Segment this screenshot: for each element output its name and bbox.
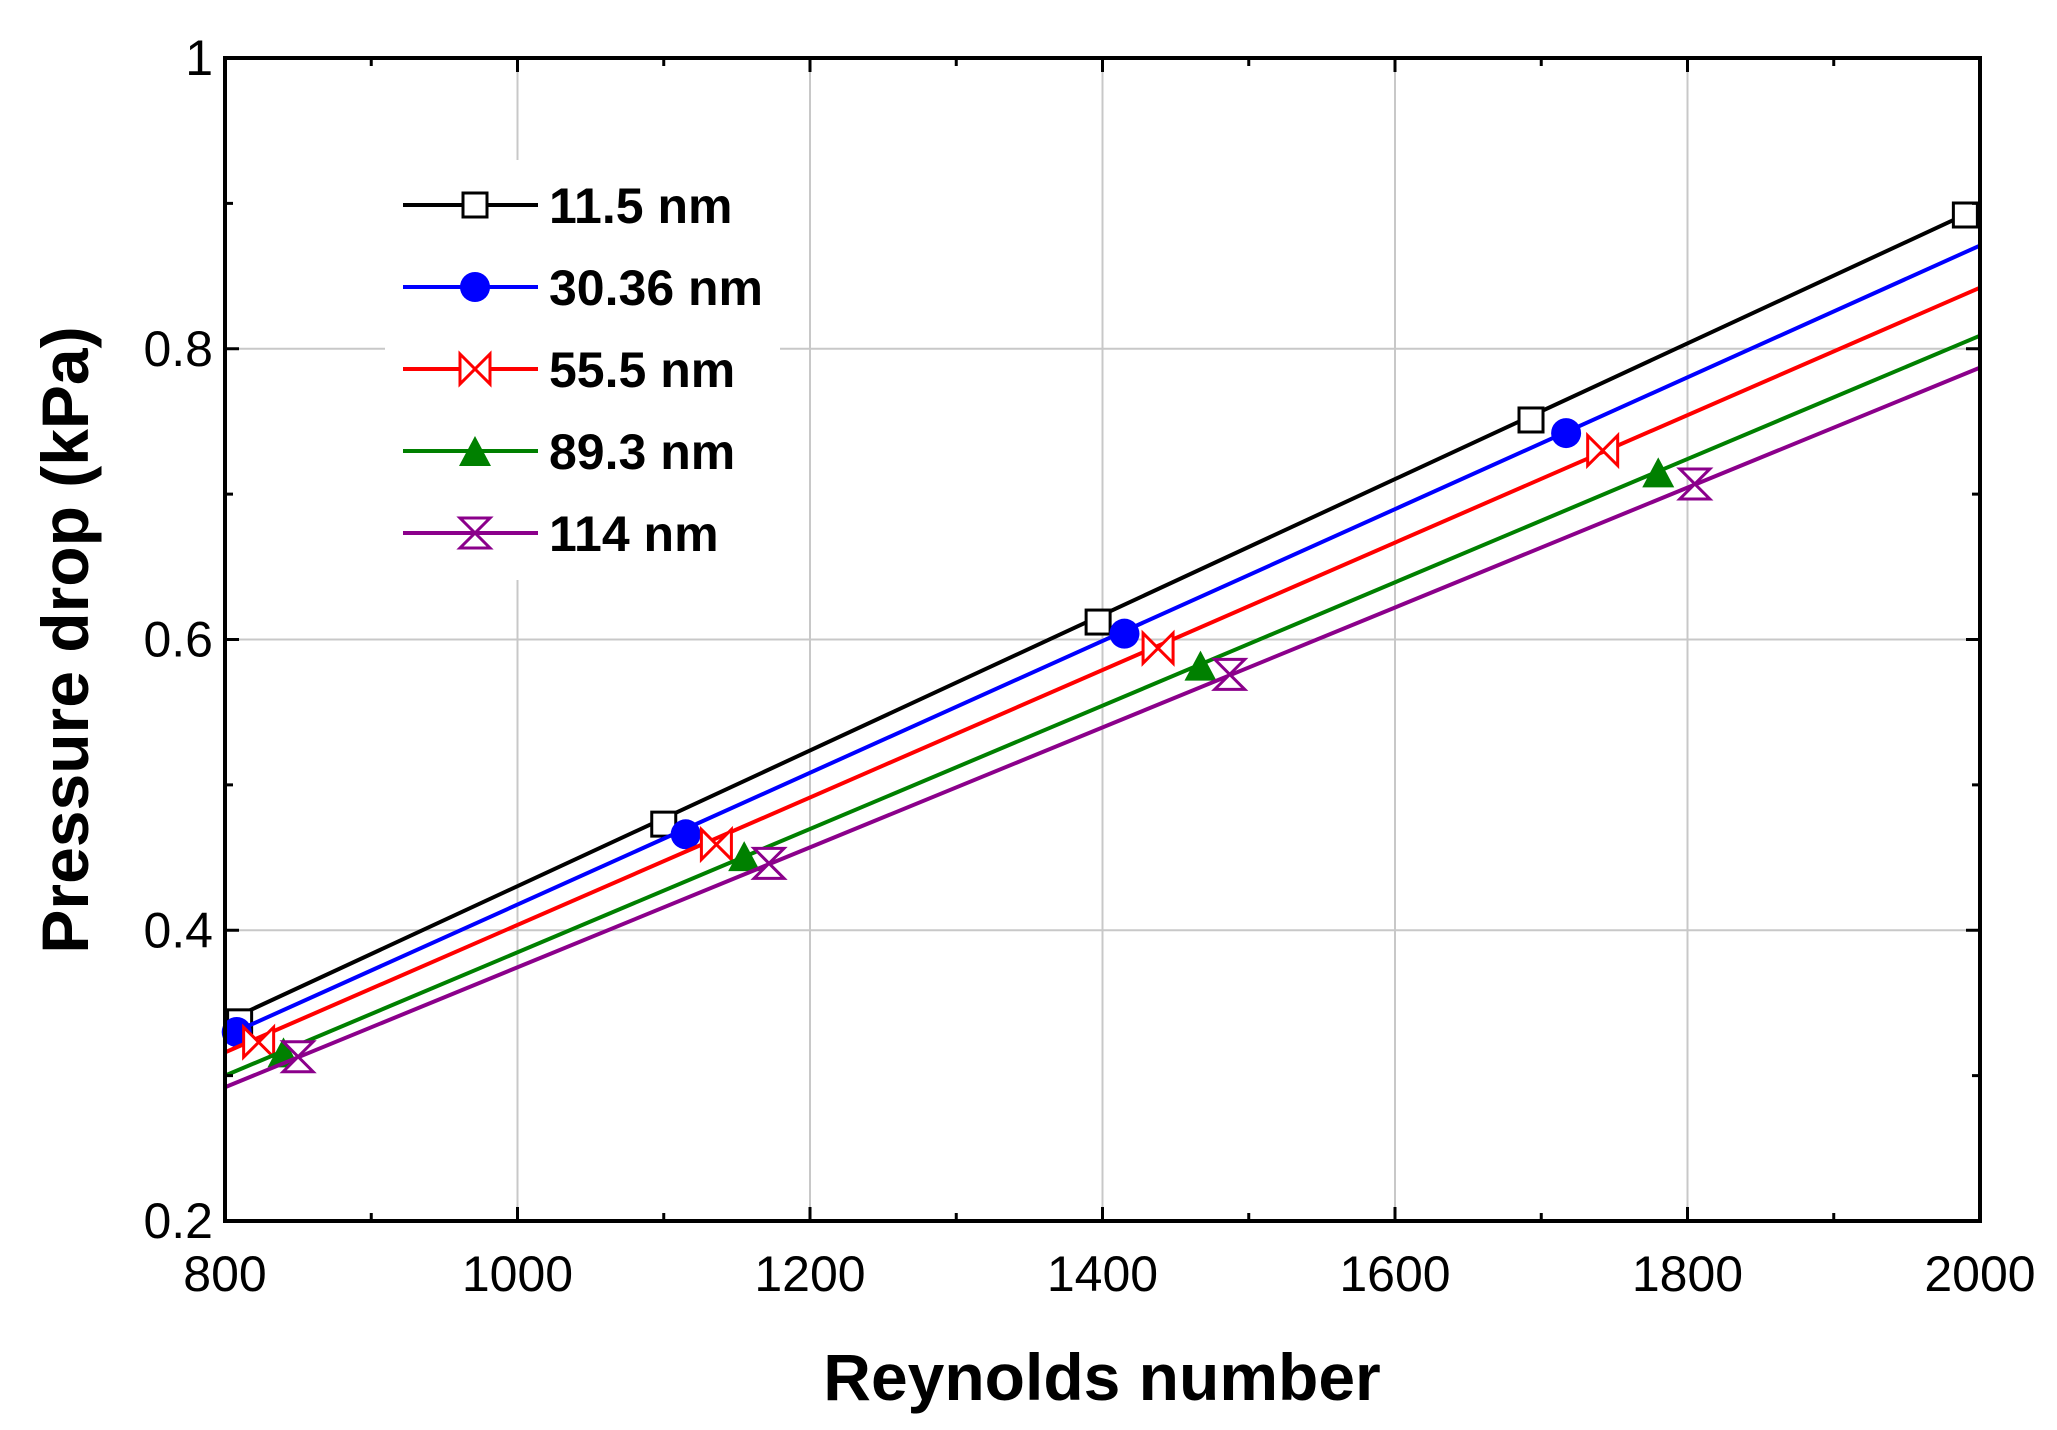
series-line [224, 333, 1981, 1078]
data-point [1676, 467, 1714, 501]
data-point [242, 1023, 276, 1061]
data-point [1642, 457, 1675, 488]
x-tick-label: 1200 [754, 1246, 865, 1302]
legend-entry: 30.36 nm [403, 260, 763, 316]
y-tick-label: 0.4 [143, 902, 213, 958]
data-point [670, 819, 701, 850]
legend-entry: 11.5 nm [403, 178, 732, 234]
legend-label: 55.5 nm [549, 342, 735, 398]
legend-marker [459, 436, 491, 466]
data-point [728, 841, 761, 872]
legend-marker [461, 191, 489, 219]
legend-marker [456, 516, 494, 550]
data-point [750, 846, 788, 880]
legend-label: 11.5 nm [549, 178, 732, 234]
data-point [1141, 629, 1175, 667]
x-tick-label: 800 [183, 1246, 266, 1302]
data-point [1211, 657, 1249, 691]
legend-marker [458, 350, 492, 388]
data-point [1184, 650, 1217, 681]
y-tick-label: 1 [185, 30, 213, 86]
series-line [224, 243, 1981, 1039]
x-tick-label: 1000 [462, 1246, 573, 1302]
legend-label: 89.3 nm [549, 424, 735, 480]
legend-label: 114 nm [549, 506, 719, 562]
axis-ticks [223, 56, 1982, 1223]
tick-labels: 800 1000 1200 1400 1600 1800 2000 0.2 0.4 0.6 0.8 1 [143, 30, 2035, 1302]
y-tick-label: 0.6 [143, 612, 213, 668]
y-tick-label: 0.2 [143, 1193, 213, 1249]
series-layer [221, 201, 1981, 1090]
data-point [699, 825, 733, 864]
data-point [1084, 608, 1112, 636]
series-line [224, 285, 1981, 1055]
legend-entry: 55.5 nm [403, 342, 735, 398]
data-point [1109, 618, 1140, 649]
data-point [1551, 418, 1582, 449]
data-point [1951, 201, 1979, 229]
x-tick-label: 1600 [1339, 1246, 1450, 1302]
legend-entry: 114 nm [403, 506, 719, 562]
legend-marker [460, 272, 490, 302]
series-5 [224, 365, 1981, 1090]
data-point [1517, 406, 1545, 434]
data-point [279, 1040, 317, 1074]
y-axis-title: Pressure drop (kPa) [28, 326, 102, 953]
series-line [224, 365, 1981, 1090]
data-point [1586, 431, 1620, 470]
legend-entry: 89.3 nm [403, 424, 735, 480]
x-tick-label: 1800 [1632, 1246, 1743, 1302]
x-axis-title: Reynolds number [823, 1340, 1380, 1414]
x-tick-label: 1400 [1047, 1246, 1158, 1302]
series-1 [224, 201, 1981, 1036]
y-tick-label: 0.8 [143, 321, 213, 377]
series-2 [221, 243, 1981, 1048]
x-tick-label: 2000 [1924, 1246, 2035, 1302]
legend: 11.5 nm 30.36 nm 55.5 nm 89.3 nm 114 nm [385, 160, 780, 580]
series-3 [224, 285, 1981, 1061]
legend-label: 30.36 nm [549, 260, 763, 316]
